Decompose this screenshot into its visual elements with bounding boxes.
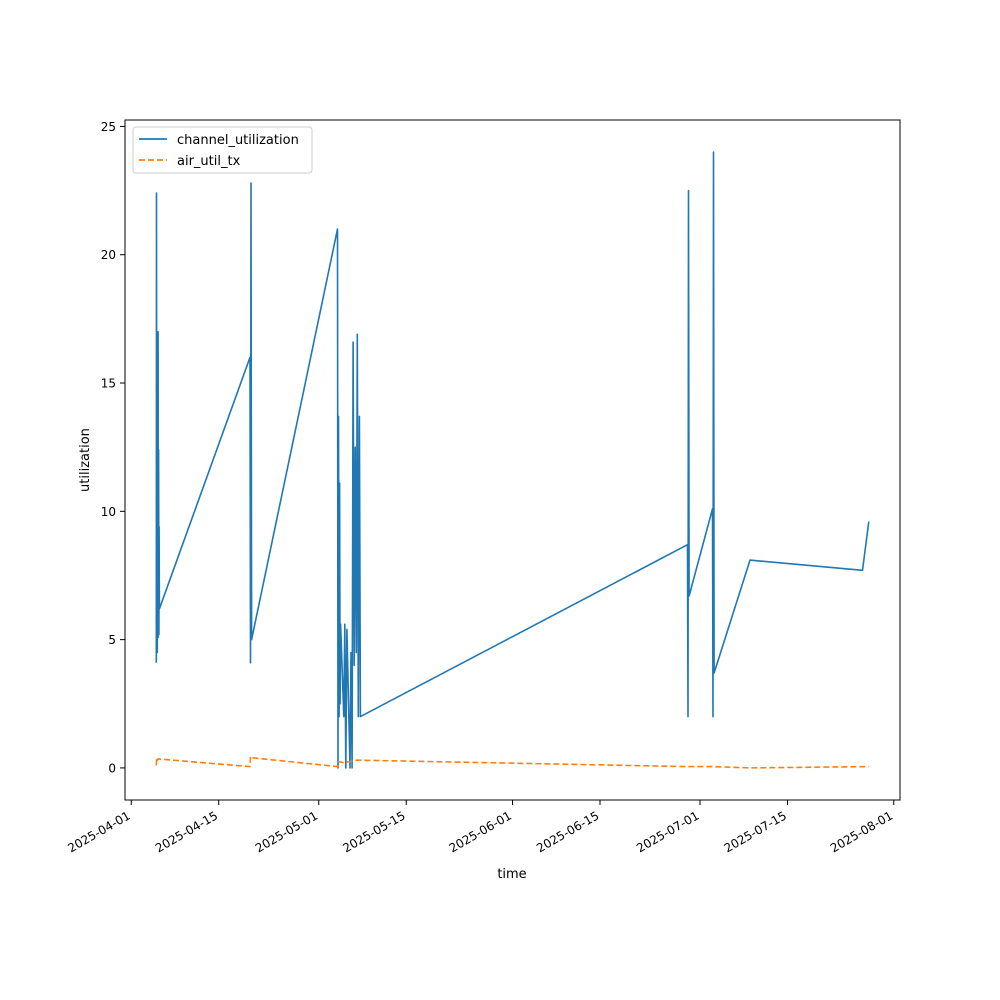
- series-line-channel-utilization: [155, 151, 870, 769]
- y-axis-label: utilization: [78, 428, 93, 492]
- x-axis-label: time: [497, 867, 526, 882]
- legend-box: [132, 126, 313, 174]
- legend: channel_utilization air_util_tx: [132, 126, 313, 174]
- y-tick-label: 5: [108, 633, 116, 647]
- plot-frame: [124, 119, 901, 801]
- y-tick-label: 20: [101, 248, 116, 262]
- series-line-air-util-tx: [155, 755, 869, 769]
- legend-label-channel-utilization: channel_utilization: [177, 133, 299, 148]
- y-tick-label: 25: [101, 120, 116, 134]
- y-axis: 0 5 10 15 20 25: [101, 120, 125, 775]
- y-tick-label: 15: [101, 377, 116, 391]
- y-tick-label: 0: [108, 761, 116, 775]
- plot-lines: [155, 151, 870, 769]
- y-tick-label: 10: [101, 505, 116, 519]
- legend-label-air-util-tx: air_util_tx: [177, 154, 241, 169]
